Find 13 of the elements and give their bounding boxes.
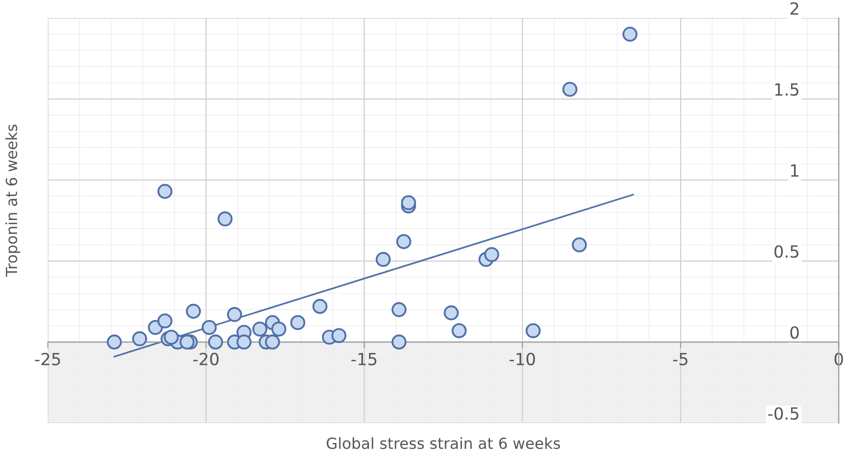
x-tick-label: -20 <box>193 352 219 366</box>
y-tick-label: 0 <box>790 326 799 339</box>
x-axis-title: Global stress strain at 6 weeks <box>326 437 560 450</box>
y-tick-label: 1.5 <box>775 83 798 96</box>
y-tick-label: 2 <box>790 2 798 15</box>
x-tick-label: -15 <box>351 352 376 366</box>
y-tick-label: -0.5 <box>768 407 798 420</box>
x-tick-label: -5 <box>673 352 688 366</box>
x-tick-label: -25 <box>35 352 60 366</box>
y-axis-title: Troponin at 6 weeks <box>5 124 20 277</box>
y-tick-label: 0.5 <box>774 245 798 258</box>
y-tick-label: 1 <box>791 164 798 177</box>
x-tick-label: -10 <box>510 352 535 366</box>
